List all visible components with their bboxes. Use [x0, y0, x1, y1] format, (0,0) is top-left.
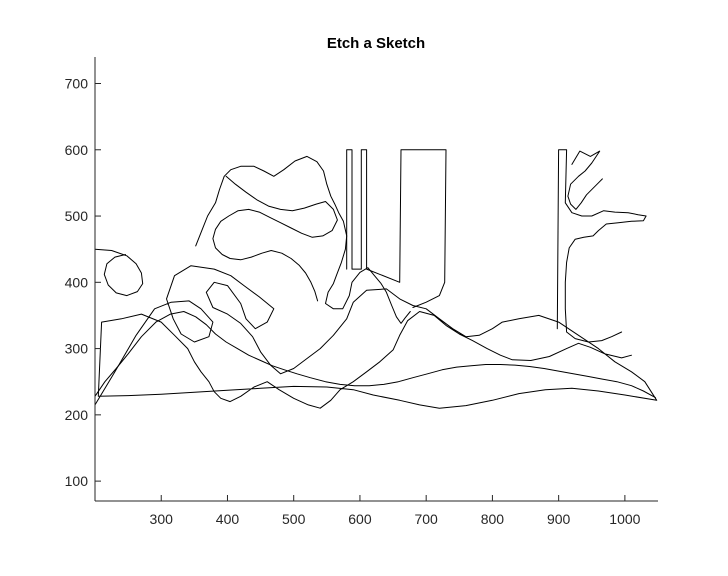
sketch-stroke-6 [94, 311, 656, 399]
sketch-stroke-2 [195, 155, 411, 324]
sketch-stroke-1 [94, 265, 658, 409]
x-tick-label: 600 [348, 511, 372, 527]
y-tick-label: 500 [65, 208, 89, 224]
chart-title: Etch a Sketch [327, 35, 425, 52]
x-tick-label: 500 [282, 511, 306, 527]
sketch-lines [94, 149, 658, 409]
sketch-stroke-4 [556, 149, 647, 343]
y-axis-ticks: 100 200 300 400 500 600 700 [65, 76, 101, 489]
y-tick-label: 100 [65, 473, 89, 489]
y-tick-label: 700 [65, 76, 89, 92]
x-tick-label: 300 [150, 511, 174, 527]
y-tick-label: 300 [65, 341, 89, 357]
sketch-stroke-3 [346, 149, 447, 308]
axes [94, 57, 658, 502]
x-tick-label: 700 [414, 511, 438, 527]
y-tick-label: 200 [65, 407, 89, 423]
sketch-stroke-8 [212, 175, 338, 302]
sketch-stroke-5 [567, 150, 603, 210]
y-tick-label: 400 [65, 274, 89, 290]
x-tick-label: 1000 [609, 511, 640, 527]
x-tick-label: 400 [216, 511, 240, 527]
sketch-stroke-7 [94, 248, 144, 297]
x-tick-label: 900 [547, 511, 571, 527]
x-axis-ticks: 300 400 500 600 700 800 900 1000 [150, 495, 641, 527]
y-tick-label: 600 [65, 142, 89, 158]
x-tick-label: 800 [481, 511, 505, 527]
